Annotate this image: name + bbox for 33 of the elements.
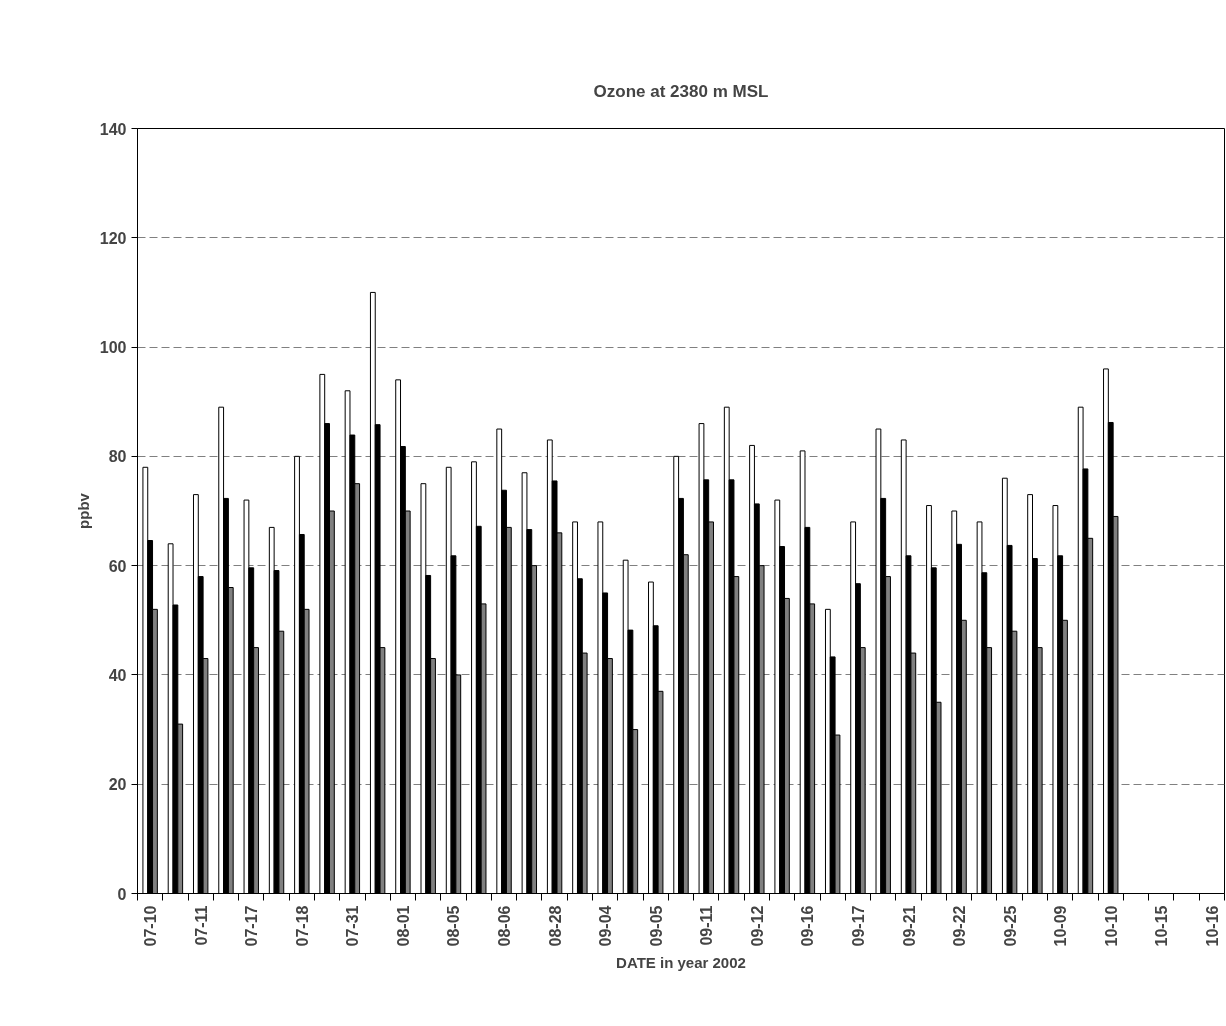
x-tick-label: 07-10	[142, 905, 160, 947]
x-tick-label: 07-17	[243, 905, 261, 947]
x-tick-label: 09-21	[900, 905, 918, 947]
x-tick-label: 10-09	[1052, 905, 1070, 947]
x-axis-title: DATE in year 2002	[616, 954, 746, 972]
y-tick-label: 20	[108, 776, 127, 794]
x-tick-label: 08-06	[496, 905, 514, 947]
x-tick-label: 09-05	[647, 905, 665, 947]
y-tick-label: 60	[108, 557, 127, 575]
y-tick-label: 140	[99, 120, 127, 138]
x-tick-label: 07-11	[192, 905, 210, 946]
y-tick-label: 120	[99, 229, 127, 247]
x-tick-label: 09-25	[1001, 905, 1019, 947]
x-tick-label: 08-01	[394, 905, 412, 947]
x-tick-label: 09-04	[597, 905, 615, 947]
x-tick-label: 08-28	[546, 905, 564, 947]
x-tick-label: 09-22	[951, 905, 969, 947]
x-tick-label: 09-11	[698, 905, 716, 946]
chart-title: Ozone at 2380 m MSL	[593, 82, 769, 101]
x-tick-label: 07-31	[344, 905, 362, 947]
x-tick-label: 10-10	[1102, 905, 1120, 947]
x-tick-label: 10-15	[1153, 905, 1171, 947]
x-tick-label: 09-17	[849, 905, 867, 947]
x-tick-label: 10-16	[1203, 905, 1221, 947]
x-tick-label: 09-12	[748, 905, 766, 947]
y-tick-label: 100	[99, 339, 127, 357]
x-tick-label: 09-16	[799, 905, 817, 947]
y-tick-label: 0	[117, 885, 127, 903]
y-tick-label: 80	[108, 448, 127, 466]
y-axis-title: ppbv	[74, 492, 92, 529]
x-tick-label: 08-05	[445, 905, 463, 947]
y-tick-label: 40	[108, 666, 127, 684]
x-tick-label: 07-18	[293, 905, 311, 947]
